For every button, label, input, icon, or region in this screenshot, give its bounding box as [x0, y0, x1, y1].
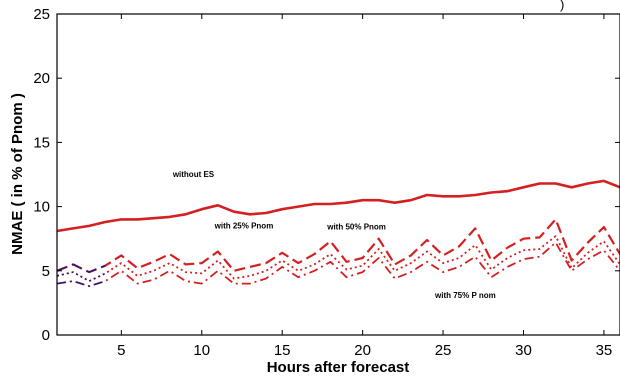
y-axis-label: NMAE ( in % of Pnom ) [9, 93, 26, 255]
title-fragment: ) [560, 0, 564, 12]
series-early-segment-dashdot [56, 280, 106, 287]
annotation-label: without ES [172, 170, 215, 179]
y-tick-label: 25 [33, 6, 50, 23]
series-line-dashdot [56, 241, 620, 288]
axis-ticks: 5 10 15 20 25 30 35 0 5 10 15 20 25 [33, 6, 620, 359]
plot-area [56, 179, 620, 288]
y-tick-label: 20 [33, 70, 50, 87]
annotations: without ES with 25% Pnom with 50% Pnom with… [172, 170, 496, 300]
x-tick-label: 35 [596, 342, 613, 359]
series-line-dotted [56, 235, 620, 283]
y-tick-label: 15 [33, 134, 50, 151]
x-tick-label: 15 [274, 342, 291, 359]
series-line-dashed [56, 218, 620, 274]
axes-frame [56, 13, 620, 336]
x-tick-label: 20 [354, 342, 371, 359]
x-axis-label: Hours after forecast [267, 359, 410, 376]
x-tick-label: 10 [193, 342, 210, 359]
y-tick-label: 5 [42, 263, 50, 280]
series-early-segment-dashed [56, 263, 106, 273]
x-tick-label: 25 [435, 342, 452, 359]
annotation-label: with 50% Pnom [326, 223, 386, 232]
x-tick-label: 5 [117, 342, 125, 359]
x-tick-label: 30 [515, 342, 532, 359]
y-tick-label: 10 [33, 199, 50, 216]
annotation-label: with 75% P nom [434, 291, 496, 300]
series-early-segment-dotted [56, 271, 106, 282]
series-line-solid [56, 179, 620, 233]
annotation-label: with 25% Pnom [214, 221, 274, 230]
y-tick-label: 0 [42, 327, 50, 344]
